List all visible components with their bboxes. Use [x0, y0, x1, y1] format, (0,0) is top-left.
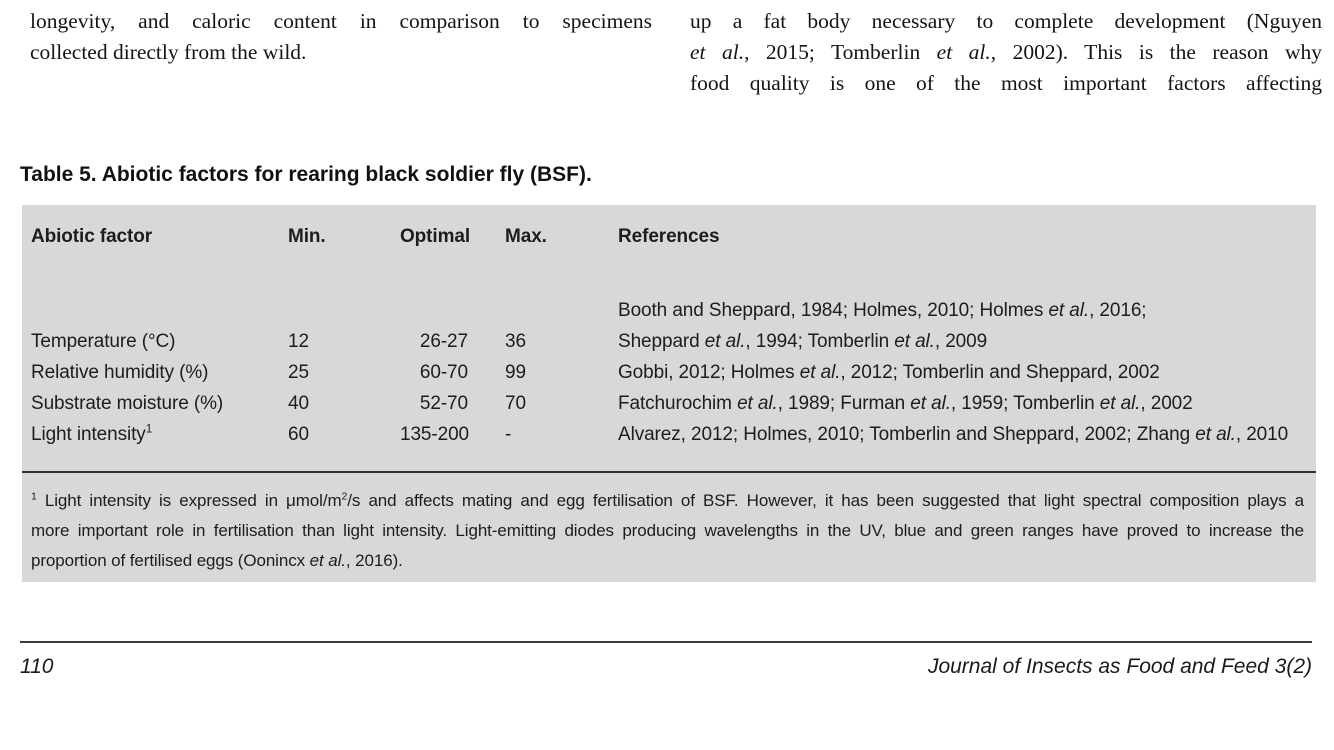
optimal-cell: 26-27: [419, 331, 468, 352]
page-footer: 110 Journal of Insects as Food and Feed …: [20, 652, 1312, 682]
references-cell: Fatchurochim et al., 1989; Furman et al.…: [618, 393, 1193, 414]
paragraph-line: collected directly from the wild.: [30, 40, 307, 64]
column-header-min: Min.: [288, 226, 326, 247]
max-cell: 70: [505, 393, 526, 414]
min-cell: 25: [288, 362, 309, 383]
footnote-line: more important role in fertilisation tha…: [31, 521, 1304, 540]
table-row: Relative humidity (%) 25 60-70 99 Gobbi,…: [31, 357, 1304, 388]
reference-line: Sheppard et al., 1994; Tomberlin et al.,…: [618, 331, 988, 352]
footer-rule: [20, 641, 1312, 643]
footnote-line: proportion of fertilised eggs (Oonincx e…: [31, 551, 403, 570]
factor-cell: Substrate moisture (%): [31, 393, 224, 414]
journal-name: Journal of Insects as Food and Feed 3(2): [927, 655, 1312, 678]
min-cell: 12: [288, 331, 309, 352]
factor-cell: Relative humidity (%): [31, 362, 209, 383]
table-row: Temperature (°C) 12 26-27 36 Booth and S…: [31, 295, 1304, 357]
table-row: Light intensity1 60 135-200 - Alvarez, 2…: [31, 419, 1304, 450]
optimal-cell: 52-70: [419, 393, 468, 414]
factor-cell: Light intensity1: [31, 422, 153, 445]
table-footnote-rule: [22, 471, 1316, 473]
max-cell: 99: [505, 362, 526, 383]
paragraph-line: food quality is one of the most importan…: [690, 71, 1322, 95]
paragraph-line: longevity, and caloric content in compar…: [30, 9, 652, 33]
min-cell: 60: [288, 424, 309, 445]
paragraph-left-column: longevity, and caloric content in compar…: [30, 6, 652, 68]
optimal-cell: 135-200: [400, 424, 470, 445]
table-row: Substrate moisture (%) 40 52-70 70 Fatch…: [31, 388, 1304, 419]
page-number: 110: [20, 655, 54, 678]
table-caption: Table 5. Abiotic factors for rearing bla…: [20, 163, 592, 186]
paragraph-right-column: up a fat body necessary to complete deve…: [690, 6, 1322, 99]
paragraph-line: up a fat body necessary to complete deve…: [690, 9, 1322, 33]
references-cell: Booth and Sheppard, 1984; Holmes, 2010; …: [618, 295, 1304, 357]
header-spacer: [31, 252, 1304, 295]
reference-line: Booth and Sheppard, 1984; Holmes, 2010; …: [618, 300, 1147, 321]
max-cell: -: [505, 424, 512, 445]
column-header-abiotic-factor: Abiotic factor: [31, 226, 153, 247]
table-footnote: 1 Light intensity is expressed in μmol/m…: [31, 486, 1304, 576]
paragraph-line: et al., 2015; Tomberlin et al., 2002). T…: [690, 40, 1322, 64]
table-header-row: Abiotic factor Min. Optimal Max. Referen…: [31, 221, 1304, 252]
column-header-max: Max.: [505, 226, 547, 247]
references-cell: Gobbi, 2012; Holmes et al., 2012; Tomber…: [618, 362, 1160, 383]
factor-cell: Temperature (°C): [31, 331, 176, 352]
max-cell: 36: [505, 331, 526, 352]
abiotic-factors-table: Abiotic factor Min. Optimal Max. Referen…: [22, 205, 1316, 582]
optimal-cell: 60-70: [419, 362, 468, 383]
column-header-references: References: [618, 226, 720, 247]
references-cell: Alvarez, 2012; Holmes, 2010; Tomberlin a…: [618, 424, 1289, 445]
column-header-optimal: Optimal: [400, 226, 471, 247]
footnote-line: 1 Light intensity is expressed in μmol/m…: [31, 490, 1304, 510]
min-cell: 40: [288, 393, 309, 414]
